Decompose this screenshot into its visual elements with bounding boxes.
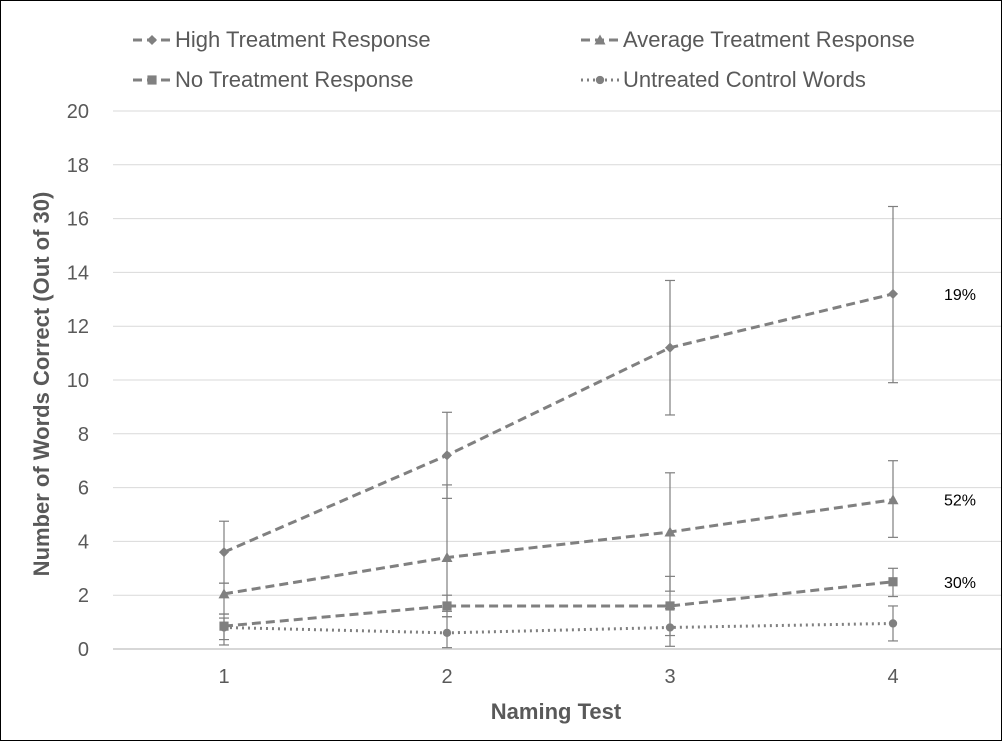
legend-marker <box>595 75 605 85</box>
y-axis-title: Number of Words Correct (Out of 30) <box>29 192 54 577</box>
end-value-label: 19% <box>944 287 976 304</box>
legend-marker <box>147 75 157 85</box>
end-value-label: 52% <box>944 493 976 510</box>
x-axis-title: Naming Test <box>491 699 622 724</box>
plot-area: 19% 52% 30% <box>218 205 976 649</box>
data-point <box>888 619 898 628</box>
series-diamond: 19% <box>218 205 976 584</box>
y-tick-label: 2 <box>78 585 89 607</box>
y-tick-label: 18 <box>67 155 89 177</box>
y-tick-label: 8 <box>78 424 89 446</box>
error-bar <box>219 582 229 615</box>
series-line <box>223 292 894 554</box>
series-line <box>223 580 894 628</box>
data-point <box>887 288 899 299</box>
y-tick-label: 14 <box>67 262 89 284</box>
legend-item: High Treatment Response <box>133 27 431 52</box>
legend-label: Average Treatment Response <box>623 27 915 52</box>
data-point <box>442 628 452 638</box>
legend: High Treatment Response Average Treatment… <box>133 27 915 92</box>
series-line <box>223 498 894 596</box>
data-point <box>442 601 452 611</box>
x-axis: 1 2 3 4 <box>113 648 1001 688</box>
y-axis: 0 2 4 6 8 10 12 14 16 18 20 <box>67 101 89 661</box>
data-point <box>665 623 675 632</box>
data-point <box>219 623 229 632</box>
data-point <box>887 494 899 505</box>
y-tick-label: 6 <box>78 478 89 500</box>
error-bar <box>442 484 452 612</box>
y-tick-label: 10 <box>67 370 89 392</box>
series-triangle: 52% <box>218 460 976 615</box>
y-tick-label: 20 <box>67 101 89 123</box>
series-line <box>223 621 894 635</box>
data-point <box>441 450 453 461</box>
data-point <box>218 547 230 558</box>
x-tick-label: 2 <box>441 666 452 688</box>
data-point <box>664 342 676 353</box>
x-tick-label: 3 <box>664 666 675 688</box>
data-point <box>888 577 898 587</box>
legend-label: Untreated Control Words <box>623 67 866 92</box>
x-tick-label: 4 <box>887 666 898 688</box>
y-tick-label: 12 <box>67 316 89 338</box>
end-value-label: 30% <box>944 575 976 592</box>
y-tick-label: 0 <box>78 639 89 661</box>
x-tick-label: 1 <box>218 666 229 688</box>
legend-label: High Treatment Response <box>175 27 431 52</box>
legend-label: No Treatment Response <box>175 67 413 92</box>
legend-item: No Treatment Response <box>133 67 413 92</box>
gridlines <box>113 110 1001 596</box>
y-tick-label: 4 <box>78 531 89 553</box>
y-tick-label: 16 <box>67 209 89 231</box>
series-circle <box>219 605 898 649</box>
legend-marker <box>146 34 158 46</box>
legend-item: Untreated Control Words <box>581 67 866 92</box>
legend-item: Average Treatment Response <box>581 27 915 52</box>
